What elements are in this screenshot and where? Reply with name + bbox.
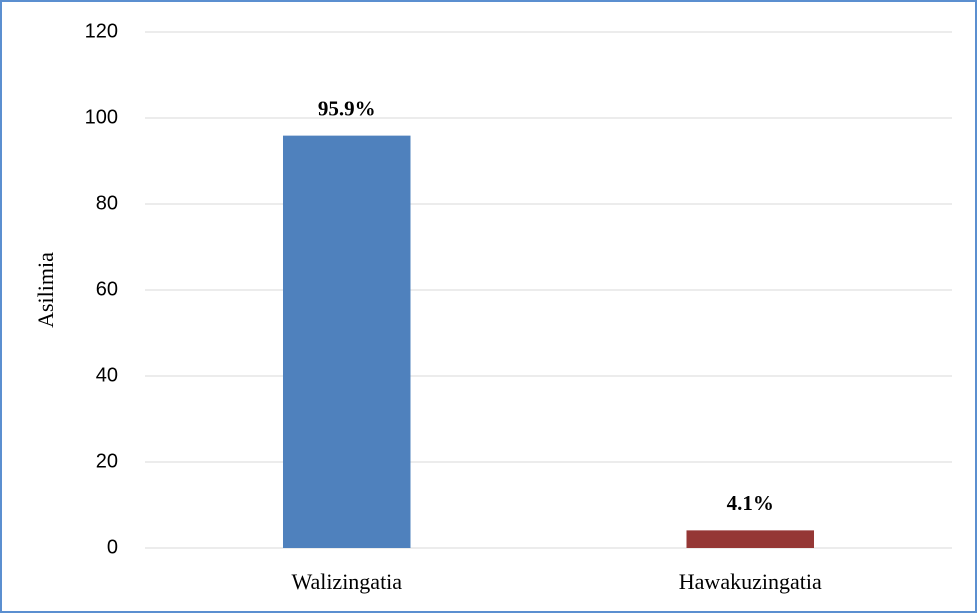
value-label: 4.1% [727, 491, 774, 515]
y-tick-label: 20 [96, 450, 118, 472]
y-tick-label: 0 [107, 536, 118, 558]
y-tick-label: 40 [96, 364, 118, 386]
y-tick-label: 80 [96, 192, 118, 214]
x-tick-label: Hawakuzingatia [679, 569, 822, 594]
value-label: 95.9% [318, 96, 376, 120]
x-tick-label: Walizingatia [291, 569, 402, 594]
y-tick-label: 60 [96, 278, 118, 300]
y-axis-label: Asilimia [33, 252, 58, 328]
y-tick-label: 120 [85, 20, 118, 42]
bar [686, 530, 815, 548]
y-tick-label: 100 [85, 106, 118, 128]
bar [282, 135, 411, 548]
